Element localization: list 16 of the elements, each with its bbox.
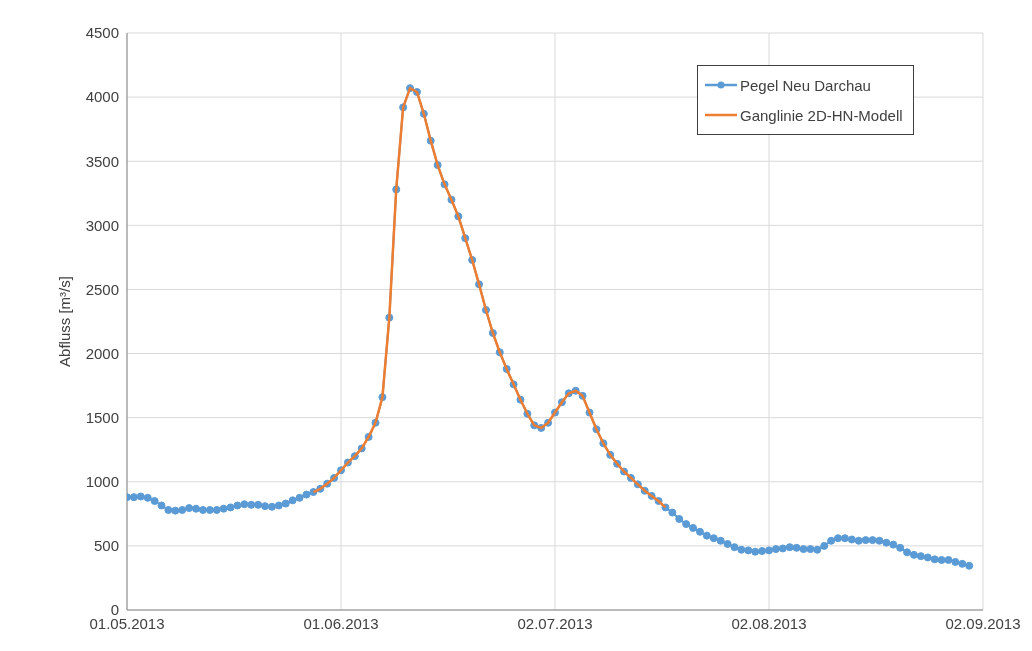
y-tick-label: 500 [93,537,119,555]
y-tick-label: 2500 [85,280,119,298]
x-tick-label: 02.08.2013 [731,614,807,632]
x-tick-label: 02.09.2013 [945,614,1021,632]
y-tick-label: 2000 [85,344,119,362]
y-tick-label: 1500 [85,408,119,426]
y-tick-label: 3500 [85,152,119,170]
x-tick-label: 02.07.2013 [517,614,593,632]
y-tick-label: 4000 [85,88,119,106]
y-axis-title: Abfluss [m³/s] [56,276,74,367]
y-tick-label: 4500 [85,24,119,42]
y-tick-label: 3000 [85,216,119,234]
y-tick-label: 1000 [85,473,119,491]
x-tick-label: 01.06.2013 [303,614,379,632]
legend-label: Ganglinie 2D-HN-Modell [740,106,903,124]
legend-label: Pegel Neu Darchau [740,76,871,94]
